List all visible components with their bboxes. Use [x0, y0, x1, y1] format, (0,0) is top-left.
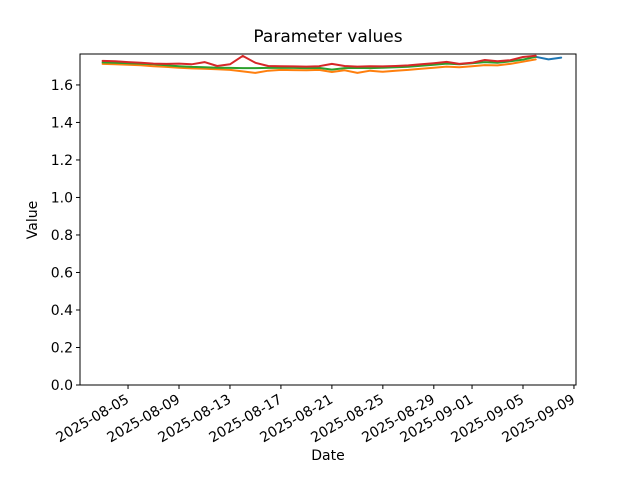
- series-line-blue: [534, 55, 563, 61]
- y-tick-label: 0.2: [51, 340, 73, 356]
- y-tick-label: 1.0: [51, 190, 73, 206]
- y-tick-label: 0.8: [51, 228, 73, 244]
- plot-border: [79, 53, 577, 386]
- y-axis-label: Value: [25, 200, 41, 240]
- y-tick-label: 0.4: [51, 303, 73, 319]
- y-tick-label: 0.0: [51, 378, 73, 394]
- series-line-orange: [101, 58, 537, 74]
- chart-title: Parameter values: [253, 27, 403, 47]
- x-axis-label: Date: [311, 448, 345, 464]
- y-tick-label: 1.2: [51, 153, 73, 169]
- series-line-red: [101, 54, 537, 68]
- y-tick-label: 1.4: [51, 115, 73, 131]
- y-tick-label: 1.6: [51, 78, 73, 94]
- y-tick-label: 0.6: [51, 265, 73, 281]
